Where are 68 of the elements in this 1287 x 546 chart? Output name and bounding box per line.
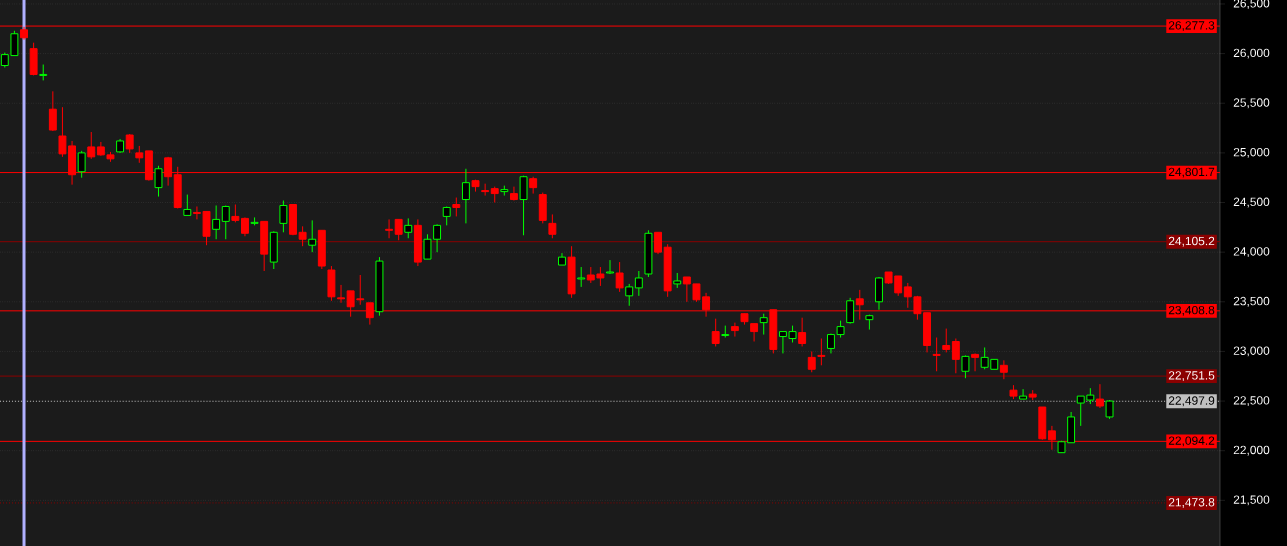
candlestick [625,283,634,307]
candlestick [798,317,807,347]
ref-line-label: 21,473.8 [1168,498,1215,508]
candlestick [999,359,1008,380]
candlestick [961,354,970,379]
ref-line-label: 24,105.2 [1168,236,1215,247]
candlestick [942,328,951,353]
candlestick [577,266,586,288]
ref-line-label: 24,801.7 [1168,167,1215,178]
y-tick-label: 23,500 [1233,296,1270,307]
candlestick [971,352,980,372]
candlestick [846,297,855,325]
candlestick [433,223,442,253]
candlestick [183,194,192,216]
candlestick [221,204,230,240]
candlestick [1019,388,1028,400]
y-tick-label: 25,500 [1233,98,1270,109]
y-tick-label: 26,500 [1233,0,1270,9]
y-tick-label: 24,500 [1233,197,1270,208]
candlestick [87,131,96,160]
candlestick [404,217,413,239]
candlestick [212,204,221,240]
y-tick-label: 25,000 [1233,147,1270,158]
candlestick [423,233,432,260]
candlestick [308,219,317,253]
candlestick [77,150,86,179]
candlestick [1105,399,1114,420]
candlestick [481,183,490,197]
candlestick [519,175,528,236]
candlestick [509,186,518,202]
candlestick [711,318,720,347]
candlestick [241,216,249,237]
candlestick [548,213,557,239]
candlestick [903,282,912,309]
ref-line-label: 22,751.5 [1168,371,1215,382]
candlestick [1095,383,1104,409]
ref-line-label: 22,497.9 [1168,396,1215,407]
y-tick-label: 23,000 [1233,346,1270,357]
candlestick [654,231,662,255]
ref-line-label: 23,408.8 [1168,305,1215,316]
y-tick-label: 22,000 [1233,445,1270,456]
ref-line-label: 26,277.3 [1168,21,1215,32]
candlestick [606,259,614,275]
candlestick [634,270,643,297]
candlestick [730,322,739,338]
candlestick [750,323,759,342]
candlestick [452,197,461,217]
candlestick [875,276,883,311]
candlestick [442,205,451,226]
ref-line-label: 22,094.2 [1168,436,1215,447]
y-tick-label: 26,000 [1233,48,1270,59]
y-tick-label: 24,000 [1233,247,1270,258]
candlestick [817,338,826,366]
y-tick-label: 21,500 [1233,495,1270,506]
candlestick [615,261,624,293]
candlestick [279,200,288,233]
candlestick [385,218,394,239]
candlestick [125,133,134,154]
candlestick [951,338,960,374]
candlestick [807,350,816,373]
candlestick [154,165,163,198]
candlestick [48,90,57,132]
candlestick [337,284,345,304]
candlestick [394,218,403,241]
candlestick [759,313,768,336]
candlestick [461,168,470,224]
candlestick [932,337,941,372]
y-tick-label: 22,500 [1233,396,1270,406]
